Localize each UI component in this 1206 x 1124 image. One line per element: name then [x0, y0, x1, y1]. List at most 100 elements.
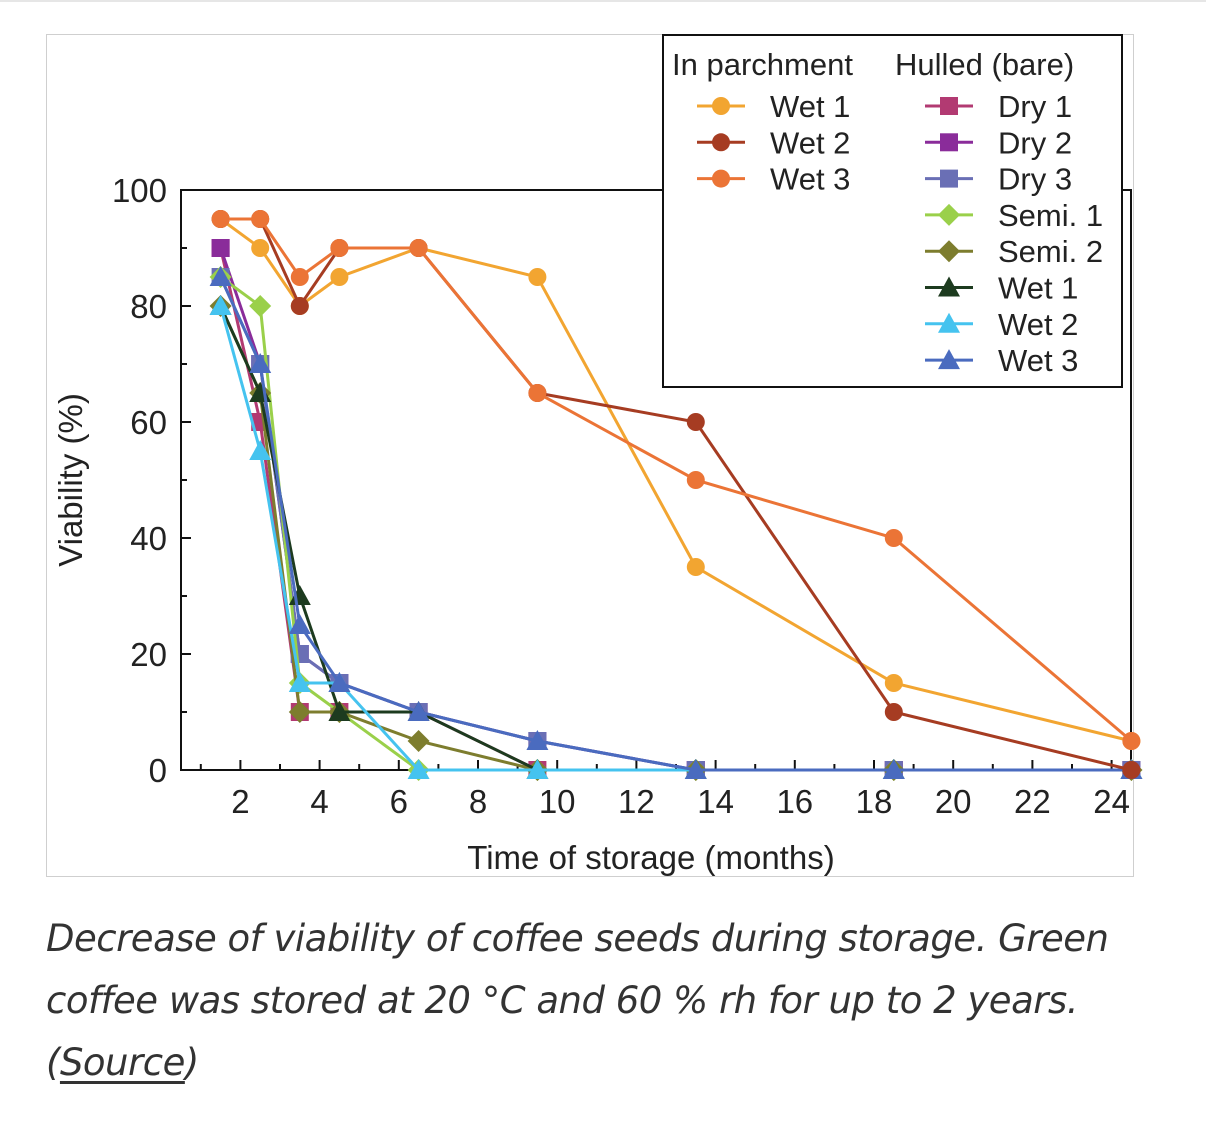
data-point [251, 210, 270, 228]
legend-label: Wet 1 [770, 89, 850, 124]
data-point [211, 239, 230, 257]
data-point [528, 268, 547, 286]
legend-label: Dry 1 [998, 89, 1072, 124]
legend-marker [938, 203, 960, 226]
data-point [249, 353, 272, 373]
legend-marker [938, 276, 960, 297]
x-tick-label: 6 [390, 783, 408, 820]
data-point [249, 295, 272, 317]
series-wet-3 [211, 210, 1141, 750]
legend-item: Wet 3 [697, 162, 850, 197]
x-tick-label: 14 [697, 783, 734, 820]
y-axis-label: Viability (%) [52, 393, 89, 567]
legend-item: Wet 3 [925, 343, 1078, 378]
legend-item: Semi. 2 [925, 234, 1103, 269]
legend-marker [940, 169, 958, 188]
legend-item: Dry 3 [925, 162, 1072, 197]
data-point [526, 759, 549, 779]
y-tick-label: 80 [130, 288, 167, 325]
legend-label: Wet 2 [770, 125, 850, 160]
data-point [1122, 732, 1141, 750]
data-point [290, 297, 309, 315]
data-point [290, 268, 309, 286]
top-divider [0, 0, 1206, 2]
x-tick-label: 2 [231, 783, 249, 820]
legend-item: Semi. 1 [925, 198, 1103, 233]
legend-label: Semi. 1 [998, 198, 1103, 233]
legend-label: Wet 3 [998, 343, 1078, 378]
y-tick-label: 40 [130, 520, 167, 557]
data-point [882, 759, 905, 779]
x-tick-label: 10 [539, 783, 576, 820]
legend-marker [940, 97, 958, 115]
data-point [884, 529, 903, 547]
x-tick-label: 12 [618, 783, 655, 820]
data-point [884, 674, 903, 692]
data-point [328, 672, 351, 692]
data-point [686, 558, 705, 576]
data-point [684, 759, 707, 779]
data-point [211, 210, 230, 228]
x-tick-label: 16 [776, 783, 813, 820]
legend-marker [938, 349, 960, 370]
legend-item: Dry 2 [925, 125, 1072, 160]
x-tick-label: 24 [1093, 783, 1130, 820]
data-point [330, 239, 349, 257]
legend-marker [938, 312, 960, 333]
legend-marker [712, 169, 730, 188]
legend-label: Dry 2 [998, 125, 1072, 160]
caption-text: Decrease of viability of coffee seeds du… [46, 917, 1109, 1084]
chart-series [209, 210, 1143, 781]
x-tick-label: 8 [469, 783, 487, 820]
legend-marker [712, 97, 730, 115]
y-tick-label: 0 [149, 752, 167, 789]
data-point [686, 413, 705, 431]
x-tick-label: 4 [310, 783, 328, 820]
legend-label: Wet 1 [998, 271, 1078, 306]
figure-caption: Decrease of viability of coffee seeds du… [46, 908, 1176, 1094]
legend-item: Wet 2 [697, 125, 850, 160]
legend-box [662, 34, 1123, 388]
y-tick-label: 20 [130, 636, 167, 673]
data-point [409, 239, 428, 257]
legend-item: Dry 1 [925, 89, 1072, 124]
legend-item: Wet 1 [697, 89, 850, 124]
legend-label: Wet 3 [770, 162, 850, 197]
y-tick-label: 100 [112, 172, 167, 209]
data-point [209, 295, 232, 315]
data-point [528, 384, 547, 402]
data-point [407, 759, 430, 779]
data-point [328, 701, 351, 721]
x-axis-label: Time of storage (months) [467, 839, 834, 876]
x-tick-label: 22 [1014, 783, 1051, 820]
data-point [884, 703, 903, 721]
data-point [249, 440, 272, 460]
caption-suffix: ) [184, 1041, 199, 1084]
legend-label: Semi. 2 [998, 234, 1103, 269]
data-point [288, 585, 311, 605]
data-point [330, 268, 349, 286]
y-tick-label: 60 [130, 404, 167, 441]
data-point [288, 672, 311, 692]
legend-marker [938, 240, 960, 263]
data-point [209, 266, 232, 286]
data-point [288, 614, 311, 634]
legend-label: Wet 2 [998, 307, 1078, 342]
data-point [1122, 761, 1141, 779]
legend-item: Wet 1 [925, 271, 1078, 306]
x-tick-label: 18 [856, 783, 893, 820]
legend-group-header: Hulled (bare) [895, 47, 1074, 82]
data-point [407, 730, 430, 752]
data-point [407, 701, 430, 721]
legend-marker [712, 133, 730, 152]
data-point [251, 239, 270, 257]
x-tick-label: 20 [935, 783, 972, 820]
data-point [288, 701, 311, 723]
data-point [686, 471, 705, 489]
legend-label: Dry 3 [998, 162, 1072, 197]
legend-group-header: In parchment [672, 47, 853, 82]
source-link[interactable]: Source [59, 1041, 185, 1084]
